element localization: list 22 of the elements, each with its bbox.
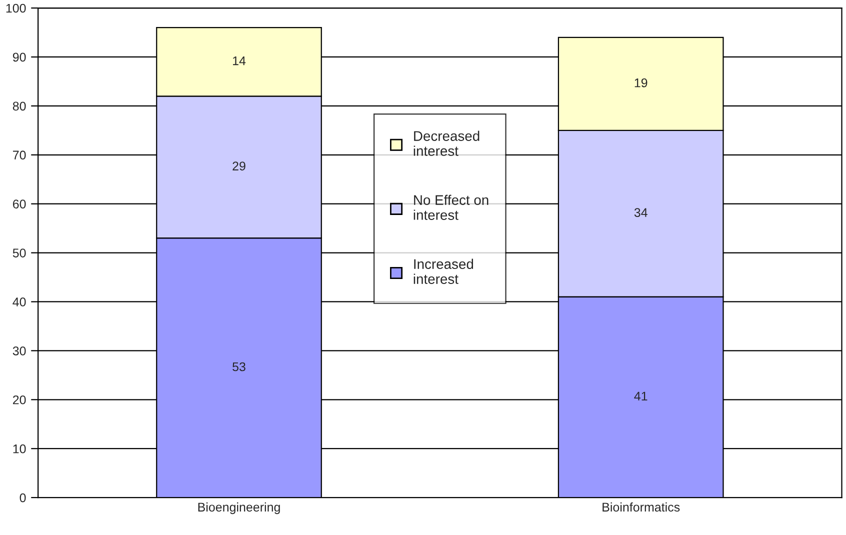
- legend-label: Decreased interest: [414, 130, 480, 156]
- y-tick-label: 20: [12, 395, 26, 404]
- x-tick-label: Bioengineering: [198, 502, 280, 514]
- y-tick-label: 0: [20, 493, 26, 502]
- y-tick-label: 30: [12, 346, 26, 356]
- y-tick-label: 10: [13, 444, 26, 454]
- y-tick-label: 40: [12, 298, 26, 306]
- data-label: 41: [634, 392, 648, 400]
- y-tick-label: 100: [6, 4, 26, 13]
- y-tick-label: 90: [12, 52, 26, 62]
- x-tick-label: Bioinformatics: [602, 502, 680, 512]
- legend-label: No Effect on interest: [414, 194, 488, 220]
- y-tick-label: 70: [13, 150, 26, 160]
- y-tick-label: 50: [12, 248, 26, 258]
- data-label: 29: [232, 162, 246, 170]
- legend-label: Increased interest: [414, 258, 474, 284]
- y-tick-label: 80: [12, 102, 26, 111]
- data-label: 14: [232, 56, 246, 66]
- data-label: 53: [232, 362, 246, 372]
- data-label: 19: [634, 78, 648, 88]
- y-tick-label: 60: [12, 200, 26, 208]
- data-label: 34: [634, 208, 648, 217]
